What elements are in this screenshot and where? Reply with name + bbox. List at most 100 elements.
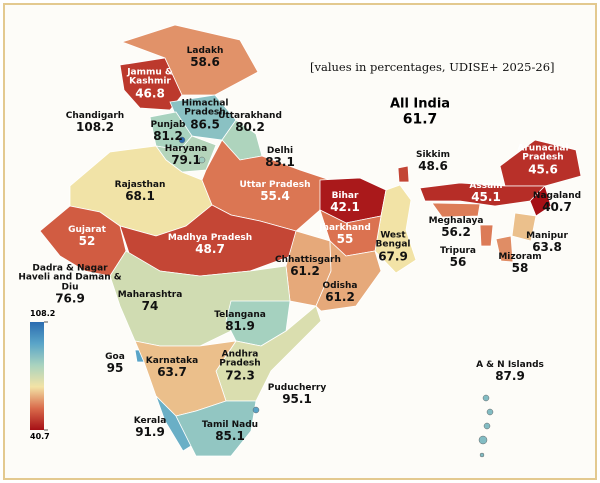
region-value: 56.2 <box>441 225 471 240</box>
region-label: Haryana 79.1 <box>159 143 214 168</box>
region-name: Sikkim <box>415 149 450 160</box>
region-value: 85.1 <box>215 429 245 444</box>
region-name: Karnataka <box>145 355 199 366</box>
region-value: 63.7 <box>157 365 187 380</box>
region <box>431 202 481 218</box>
region-label: Madhya Pradesh 48.7 <box>165 232 255 256</box>
region-label: Kerala 91.9 <box>125 416 175 440</box>
region-value: 61.2 <box>290 264 320 279</box>
region-label: Jammu & Kashmir 46.8 <box>120 67 180 101</box>
region <box>511 212 537 242</box>
region <box>252 406 260 414</box>
region-name: Odisha <box>322 280 358 291</box>
region-label: Delhi 83.1 <box>255 145 305 170</box>
region-label: Mizoram 58 <box>495 251 545 276</box>
region-name: Manipur <box>526 230 568 241</box>
region-name: Madhya Pradesh <box>167 232 253 243</box>
region-label: Dadra & Nagar Haveli and Daman & Diu 76.9 <box>15 263 125 306</box>
region-value: 108.2 <box>76 120 114 135</box>
region-label: West Bengal 67.9 <box>368 231 418 264</box>
region-value: 63.8 <box>532 240 562 255</box>
region <box>120 24 259 96</box>
region <box>483 422 491 430</box>
region-value: 81.2 <box>153 129 183 144</box>
colorbar-min: 40.7 <box>30 432 50 441</box>
region-label: Tripura 56 <box>433 245 483 270</box>
colorbar <box>30 322 44 430</box>
region-label: Manipur 63.8 <box>522 230 572 255</box>
region-label: Nagaland 40.7 <box>527 191 587 215</box>
region <box>155 395 192 452</box>
region-label: Arunachal Pradesh 45.6 <box>508 143 578 177</box>
region-value: 80.2 <box>235 120 265 135</box>
region-value: 68.1 <box>125 189 155 204</box>
region-name: Tripura <box>439 245 477 256</box>
region-label: Ladakh 58.6 <box>175 46 235 69</box>
region-value: 48.6 <box>418 159 448 174</box>
region-name: Goa <box>105 351 125 362</box>
region <box>198 156 206 164</box>
region <box>315 240 382 312</box>
region-value: 91.9 <box>135 425 165 440</box>
region-name: Dadra & Nagar Haveli and Daman & Diu <box>18 263 122 293</box>
region-name: Punjab <box>150 119 186 130</box>
region-value: 52 <box>78 234 96 249</box>
region <box>529 185 552 217</box>
region-label: Andhra Pradesh 72.3 <box>210 349 270 383</box>
region-value: 79.1 <box>171 153 201 168</box>
region-value: 86.5 <box>190 117 220 132</box>
legend-title: [values in percentages, UDISE+ 2025-26] <box>310 60 555 74</box>
region-label: Meghalaya 56.2 <box>426 216 486 240</box>
region-name: Delhi <box>266 145 294 156</box>
region <box>479 452 485 458</box>
region-value: 56 <box>449 255 467 270</box>
region-value: 55 <box>336 232 354 247</box>
region-name: Jammu & Kashmir <box>127 67 173 87</box>
region-value: 46.8 <box>135 86 165 101</box>
region-value: 83.1 <box>265 155 295 170</box>
region-name: Gujarat <box>68 224 106 235</box>
region-value: 72.3 <box>225 368 255 383</box>
region-name: Uttarakhand <box>218 110 282 121</box>
region-value: 45.6 <box>528 162 558 177</box>
region-label: A & N Islands 87.9 <box>470 360 550 383</box>
region-value: 61.2 <box>325 290 355 305</box>
region-label: Maharashtra 74 <box>115 290 185 313</box>
region-name: Andhra Pradesh <box>219 349 261 369</box>
region-name: Assam <box>469 180 503 191</box>
region-name: Haryana <box>164 143 208 154</box>
region-name: Tamil Nadu <box>201 419 259 430</box>
region-name: Telangana <box>214 309 266 320</box>
national-label: All India <box>389 96 451 112</box>
national-figure: All India 61.7 <box>390 97 450 128</box>
region-label: Telangana 81.9 <box>213 309 268 334</box>
region <box>178 136 186 144</box>
region-label: Odisha 61.2 <box>315 280 365 305</box>
region <box>478 435 488 445</box>
region-value: 45.1 <box>471 190 501 205</box>
region-label: Chandigarh 108.2 <box>60 110 130 135</box>
region-label: Bihar 42.1 <box>320 190 370 215</box>
region-label: Punjab 81.2 <box>143 119 193 144</box>
region-name: Arunachal Pradesh <box>517 143 569 163</box>
region-label: Uttar Pradesh 55.4 <box>235 180 315 203</box>
region-label: Puducherry 95.1 <box>262 383 332 407</box>
region-name: Rajasthan <box>114 179 166 190</box>
region-value: 58 <box>511 261 529 276</box>
region-label: Uttarakhand 80.2 <box>215 110 285 135</box>
region-value: 42.1 <box>330 200 360 215</box>
region-name: Bihar <box>331 190 359 201</box>
region-name: Chandigarh <box>65 110 125 121</box>
region <box>397 165 410 183</box>
region-value: 81.9 <box>225 319 255 334</box>
region-value: 76.9 <box>55 291 85 306</box>
region-label: Himachal Pradesh 86.5 <box>170 99 240 132</box>
region-value: 95.1 <box>282 392 312 407</box>
region-name: Mizoram <box>498 251 542 262</box>
region-value: 67.9 <box>378 249 408 264</box>
region-label: Tamil Nadu 85.1 <box>200 419 260 444</box>
region-label: Karnataka 63.7 <box>142 355 202 380</box>
region-value: 40.7 <box>542 200 572 215</box>
